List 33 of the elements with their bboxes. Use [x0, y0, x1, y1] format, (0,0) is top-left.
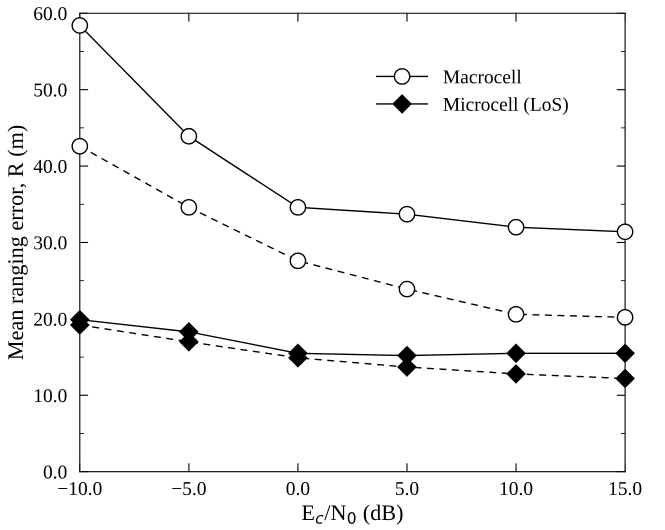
x-tick-label: −5.0 [172, 482, 206, 496]
point [508, 218, 524, 236]
y-tick-label: 0.0 [44, 466, 67, 479]
point [508, 306, 524, 323]
point [616, 368, 635, 388]
point [506, 344, 526, 363]
x-tick-label: −10.0 [58, 482, 102, 496]
x-tick-label: 5.0 [396, 482, 418, 496]
point [180, 128, 198, 145]
point [616, 309, 634, 326]
point [398, 206, 416, 223]
point [71, 17, 88, 34]
y-tick-label: 20.0 [34, 312, 67, 326]
y-tick-label: 50.0 [34, 83, 67, 97]
legend-label: Microcell (LoS) [443, 97, 568, 115]
point [290, 198, 306, 216]
point [398, 280, 416, 298]
y-tick-label: 10.0 [34, 389, 67, 402]
y-tick-label: 30.0 [34, 236, 67, 250]
x-tick-label: 10.0 [500, 482, 532, 496]
legend-label: Macrocell [443, 70, 522, 84]
x-tick-label: 0.0 [286, 482, 310, 496]
point [506, 364, 526, 384]
y-axis-title: Mean ranging error, R (m) [8, 126, 28, 360]
point [71, 138, 88, 155]
point [616, 344, 635, 363]
point [180, 198, 198, 216]
x-axis-title: E$_{c}$/N$_{0}$ (dB) [302, 504, 403, 525]
point [290, 252, 306, 270]
y-tick-label: 40.0 [34, 160, 67, 174]
point [616, 223, 634, 240]
x-tick-label: 15.0 [610, 482, 642, 496]
y-tick-label: 60.0 [34, 7, 67, 20]
